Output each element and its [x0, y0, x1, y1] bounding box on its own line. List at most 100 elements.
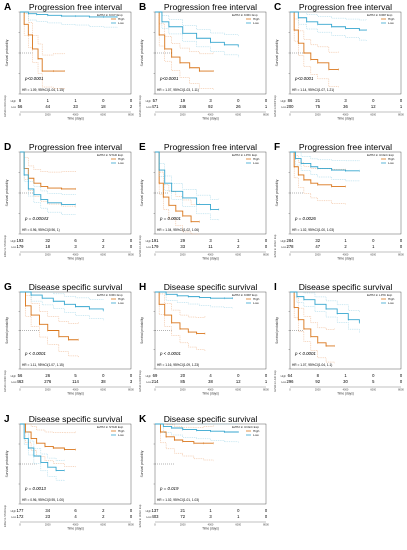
- ci-lower-low: [20, 423, 65, 481]
- risk-count: 1: [372, 244, 375, 249]
- x-tick-label: 4000: [343, 253, 349, 257]
- risk-count: 1: [265, 379, 268, 384]
- risk-count: 0: [400, 244, 403, 249]
- panel-title: Disease specific survival: [164, 414, 258, 424]
- risk-count: 0: [130, 238, 133, 243]
- x-tick-label: 4000: [73, 113, 79, 117]
- risk-count: 0: [400, 238, 403, 243]
- ci-lower-high: [155, 11, 214, 90]
- ci-lower-low: [155, 291, 233, 309]
- risk-group-low: Low: [281, 380, 286, 384]
- x-tick-label: 4000: [343, 113, 349, 117]
- x-axis-label: Time (days): [67, 117, 84, 121]
- risk-count: 1: [47, 98, 50, 103]
- risk-count: 276: [44, 379, 52, 384]
- risk-count: 296: [287, 379, 295, 384]
- risk-count: 75: [315, 104, 320, 109]
- x-axis-label: Time (days): [67, 257, 84, 261]
- p-value: p = 0.0001: [159, 216, 181, 221]
- x-tick-label: 6000: [100, 388, 106, 392]
- ci-upper-low: [290, 11, 367, 21]
- risk-count: 179: [152, 244, 160, 249]
- plot-frame: [19, 151, 132, 235]
- panel-letter: H: [139, 282, 146, 293]
- risk-group-high: High: [11, 374, 17, 378]
- risk-count: 56: [18, 104, 23, 109]
- x-tick-label: 4000: [73, 388, 79, 392]
- x-tick-label: 4000: [208, 523, 214, 527]
- p-value: p<0.0001: [159, 76, 179, 81]
- x-tick-label: 0: [19, 523, 21, 527]
- legend-label-high: High: [118, 429, 125, 433]
- x-tick-label: 2000: [45, 113, 51, 117]
- risk-count: 0: [372, 98, 375, 103]
- panel-letter: K: [139, 414, 147, 425]
- x-tick-label: 0: [289, 253, 291, 257]
- legend-label-high: High: [388, 297, 395, 301]
- risk-count: 5: [74, 373, 77, 378]
- y-axis-label: Survival probability: [140, 179, 144, 206]
- risk-count: 0: [102, 373, 105, 378]
- x-tick-label: 6000: [370, 253, 376, 257]
- risk-count: 200: [287, 104, 295, 109]
- y-axis-label: Survival probability: [140, 39, 144, 66]
- panel-title: Disease specific survival: [299, 282, 393, 292]
- risk-count: 2: [102, 244, 105, 249]
- x-axis-label: Time (days): [202, 392, 219, 396]
- risk-count: 0: [130, 373, 133, 378]
- x-axis-label: Time (days): [337, 257, 354, 261]
- x-tick-label: 8000: [263, 388, 269, 392]
- x-tick-label: 2000: [315, 113, 321, 117]
- risk-table-label: EZH2 in UCEC Exp: [273, 234, 277, 257]
- risk-count: 85: [180, 379, 185, 384]
- risk-table-label: EZH2 in KIRC Exp: [3, 370, 7, 392]
- legend-label-low: Low: [118, 301, 124, 305]
- x-tick-label: 4000: [208, 253, 214, 257]
- legend-label-low: Low: [118, 433, 124, 437]
- x-axis-label: Time (days): [337, 117, 354, 121]
- survival-curve-low: [20, 151, 76, 205]
- ci-upper-high: [20, 11, 65, 56]
- risk-count: 114: [72, 379, 79, 384]
- risk-count: 1: [400, 104, 403, 109]
- x-tick-label: 0: [19, 388, 21, 392]
- risk-count: 6: [74, 508, 77, 513]
- risk-count: 3: [209, 514, 212, 519]
- x-tick-label: 2000: [180, 113, 186, 117]
- x-tick-label: 8000: [128, 253, 134, 257]
- x-tick-label: 8000: [128, 388, 134, 392]
- y-axis-label: Survival probability: [140, 317, 144, 344]
- survival-curve-low: [290, 11, 367, 31]
- risk-count: 214: [152, 379, 160, 384]
- hazard-ratio: HR = 0.96, 95%CI(0.95, 1.00): [22, 498, 64, 502]
- risk-count: 0: [237, 98, 240, 103]
- risk-count: 92: [208, 104, 213, 109]
- ci-lower-low: [20, 11, 118, 28]
- x-tick-label: 4000: [73, 253, 79, 257]
- p-value: p = 0.00043: [24, 216, 49, 221]
- risk-count: 1: [74, 98, 77, 103]
- ci-lower-high: [155, 423, 214, 462]
- risk-count: 38: [208, 379, 213, 384]
- panel-letter: G: [4, 282, 12, 293]
- ci-lower-high: [20, 291, 79, 358]
- x-tick-label: 0: [289, 113, 291, 117]
- survival-curve-high: [290, 11, 339, 70]
- legend-label-high: High: [253, 17, 260, 21]
- plot-frame: [19, 11, 132, 95]
- risk-table-label: EZH2 in KICH Exp: [3, 95, 7, 117]
- risk-group-low: Low: [281, 105, 286, 109]
- survival-curve-low: [155, 423, 239, 433]
- risk-count: 21: [315, 98, 320, 103]
- x-tick-label: 2000: [180, 388, 186, 392]
- risk-count: 4: [209, 373, 212, 378]
- risk-count: 0: [400, 379, 403, 384]
- km-panel-i: I Disease specific survival Survival proba…: [273, 282, 404, 396]
- hazard-ratio: HR = 1.11, 95%CI(1.07, 1.15): [22, 363, 64, 367]
